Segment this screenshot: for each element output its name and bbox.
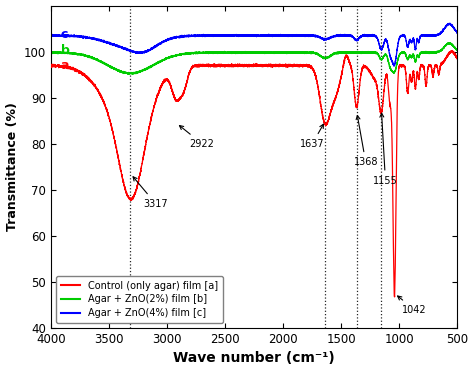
Text: 1637: 1637 <box>300 124 325 149</box>
Text: 3317: 3317 <box>133 177 168 209</box>
Text: c: c <box>61 27 68 40</box>
Text: 1042: 1042 <box>398 296 427 315</box>
Text: b: b <box>61 44 69 57</box>
Text: 1155: 1155 <box>373 113 398 186</box>
Text: 1368: 1368 <box>354 115 378 167</box>
Text: 2922: 2922 <box>180 125 215 149</box>
Legend: Control (only agar) film [a], Agar + ZnO(2%) film [b], Agar + ZnO(4%) film [c]: Control (only agar) film [a], Agar + ZnO… <box>56 276 223 323</box>
X-axis label: Wave number (cm⁻¹): Wave number (cm⁻¹) <box>173 351 335 365</box>
Text: a: a <box>61 59 69 72</box>
Y-axis label: Transmittance (%): Transmittance (%) <box>6 102 18 231</box>
